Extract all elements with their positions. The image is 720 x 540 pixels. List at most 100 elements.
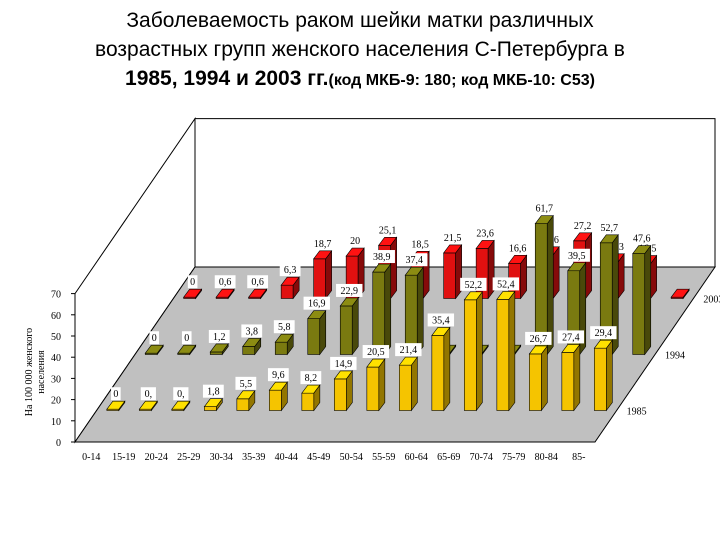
bar-1994-top: [567, 262, 587, 272]
data-label-bg: [208, 329, 230, 343]
data-label-1985: 52,4: [497, 279, 515, 290]
data-label-1994: 3,8: [246, 326, 259, 337]
bar-1985-top: [236, 390, 256, 400]
y-tick-label: 40: [51, 353, 61, 364]
data-label-bg: [590, 326, 617, 340]
x-tick-label: 55-59: [372, 452, 395, 463]
data-label-bg: [406, 237, 434, 251]
y-tick-label: 70: [51, 290, 61, 301]
data-label-bg: [557, 330, 585, 344]
bar-1994-top: [632, 245, 652, 254]
bar-2003-top: [475, 240, 495, 249]
bar-1985-front: [464, 299, 477, 411]
data-label-bg: [181, 331, 192, 345]
data-label-bg: [111, 387, 121, 401]
data-label-bg: [504, 241, 531, 255]
data-label-bg: [525, 331, 552, 345]
data-label-1994: 1,2: [213, 332, 226, 343]
bar-1994-top: [372, 263, 392, 273]
y-tick-label: 20: [51, 396, 61, 407]
bar-2003-top: [670, 288, 690, 298]
data-label-bg: [336, 283, 363, 297]
bar-1985-side: [411, 356, 418, 412]
data-label-1994: 61,7: [536, 204, 554, 215]
data-label-bg: [273, 320, 295, 334]
series-label-1985: 1985: [627, 407, 647, 418]
data-label-1994: 39,5: [568, 251, 586, 262]
data-label-bg: [471, 226, 499, 240]
data-label-2003: 0,6: [219, 277, 232, 288]
data-label-bg: [173, 387, 189, 401]
title-years: 1985, 1994 и 2003 гг.: [125, 67, 329, 90]
bar-1985-side: [508, 290, 516, 412]
data-label-bg: [187, 275, 198, 289]
data-label-bg: [374, 223, 401, 237]
data-label-1985: 29,4: [595, 328, 613, 339]
data-label-2003: 21,5: [444, 233, 462, 244]
bar-1994-front: [274, 341, 288, 355]
bar-2003-front: [313, 258, 326, 299]
data-label-1985: 27,4: [562, 332, 580, 343]
data-label-1985: 0,: [145, 389, 153, 400]
data-label-2003: 20: [350, 236, 360, 247]
bar-2003-top: [313, 250, 333, 260]
data-label-1994: 0: [184, 333, 189, 344]
title-line-1: Заболеваемость раком шейки матки различн…: [126, 9, 594, 32]
data-label-bg: [395, 343, 422, 357]
data-label-bg: [267, 368, 289, 382]
bar-1994-top: [307, 310, 327, 319]
bar-2003-front: [475, 248, 489, 299]
x-tick-label: 30-34: [210, 452, 233, 463]
x-tick-label: 65-69: [437, 452, 460, 463]
bar-1994-front: [632, 253, 646, 355]
data-label-bg: [427, 313, 455, 327]
data-label-2003: 0,6: [251, 277, 264, 288]
bar-1994-front: [372, 271, 386, 355]
bar-1994-side: [351, 297, 359, 356]
data-label-1994: 0: [152, 333, 157, 344]
data-label-bg: [309, 236, 336, 250]
x-tick-label: 35-39: [242, 452, 265, 463]
bar-1985-top: [463, 291, 483, 301]
bar-1985-top: [398, 356, 418, 366]
title-line-3: 1985, 1994 и 2003 гг.(код МКБ-9: 180; ко…: [20, 64, 700, 95]
bar-1985-side: [606, 339, 613, 412]
bar-1985-front: [366, 366, 380, 411]
data-label-2003: 18,7: [314, 239, 332, 250]
data-label-2003: 6,3: [284, 265, 297, 276]
x-tick-label: 45-49: [307, 452, 330, 463]
bar-2003-top: [215, 288, 235, 298]
bar-2003-front: [443, 252, 456, 299]
data-label-1985: 0,: [177, 389, 185, 400]
x-tick-label: 20-24: [145, 452, 168, 463]
x-tick-label: 60-64: [405, 452, 428, 463]
data-label-1985: 20,5: [367, 347, 385, 358]
bar-1994-side: [416, 266, 424, 356]
bar-1994-top: [534, 215, 554, 224]
bar-1994-side: [644, 244, 652, 356]
x-tick-label: 75-79: [502, 452, 525, 463]
data-label-bg: [569, 218, 596, 232]
bar-1985-front: [269, 389, 282, 411]
data-label-bg: [362, 345, 390, 359]
bar-2003-top: [378, 236, 398, 246]
bar-2003-top: [248, 288, 268, 298]
y-tick-label: 30: [51, 374, 61, 385]
data-label-bg: [368, 250, 395, 264]
chart-floor: [74, 266, 716, 443]
bar-2003-side: [390, 236, 397, 300]
data-label-1985: 5,5: [240, 379, 253, 390]
data-label-2003: 16,6: [509, 243, 527, 254]
bar-1985-side: [476, 290, 483, 412]
data-label-bg: [347, 234, 363, 248]
data-label-bg: [330, 356, 357, 370]
bar-1985-top: [496, 291, 516, 300]
bar-1985-top: [301, 384, 321, 394]
data-label-bg: [149, 331, 160, 345]
title-line-2: возрастных групп женского населения С-Пе…: [95, 38, 625, 61]
bar-1985-side: [443, 326, 451, 412]
data-label-bg: [247, 275, 269, 289]
data-label-2003: 23,6: [476, 228, 494, 239]
bar-2003-top: [183, 288, 203, 298]
